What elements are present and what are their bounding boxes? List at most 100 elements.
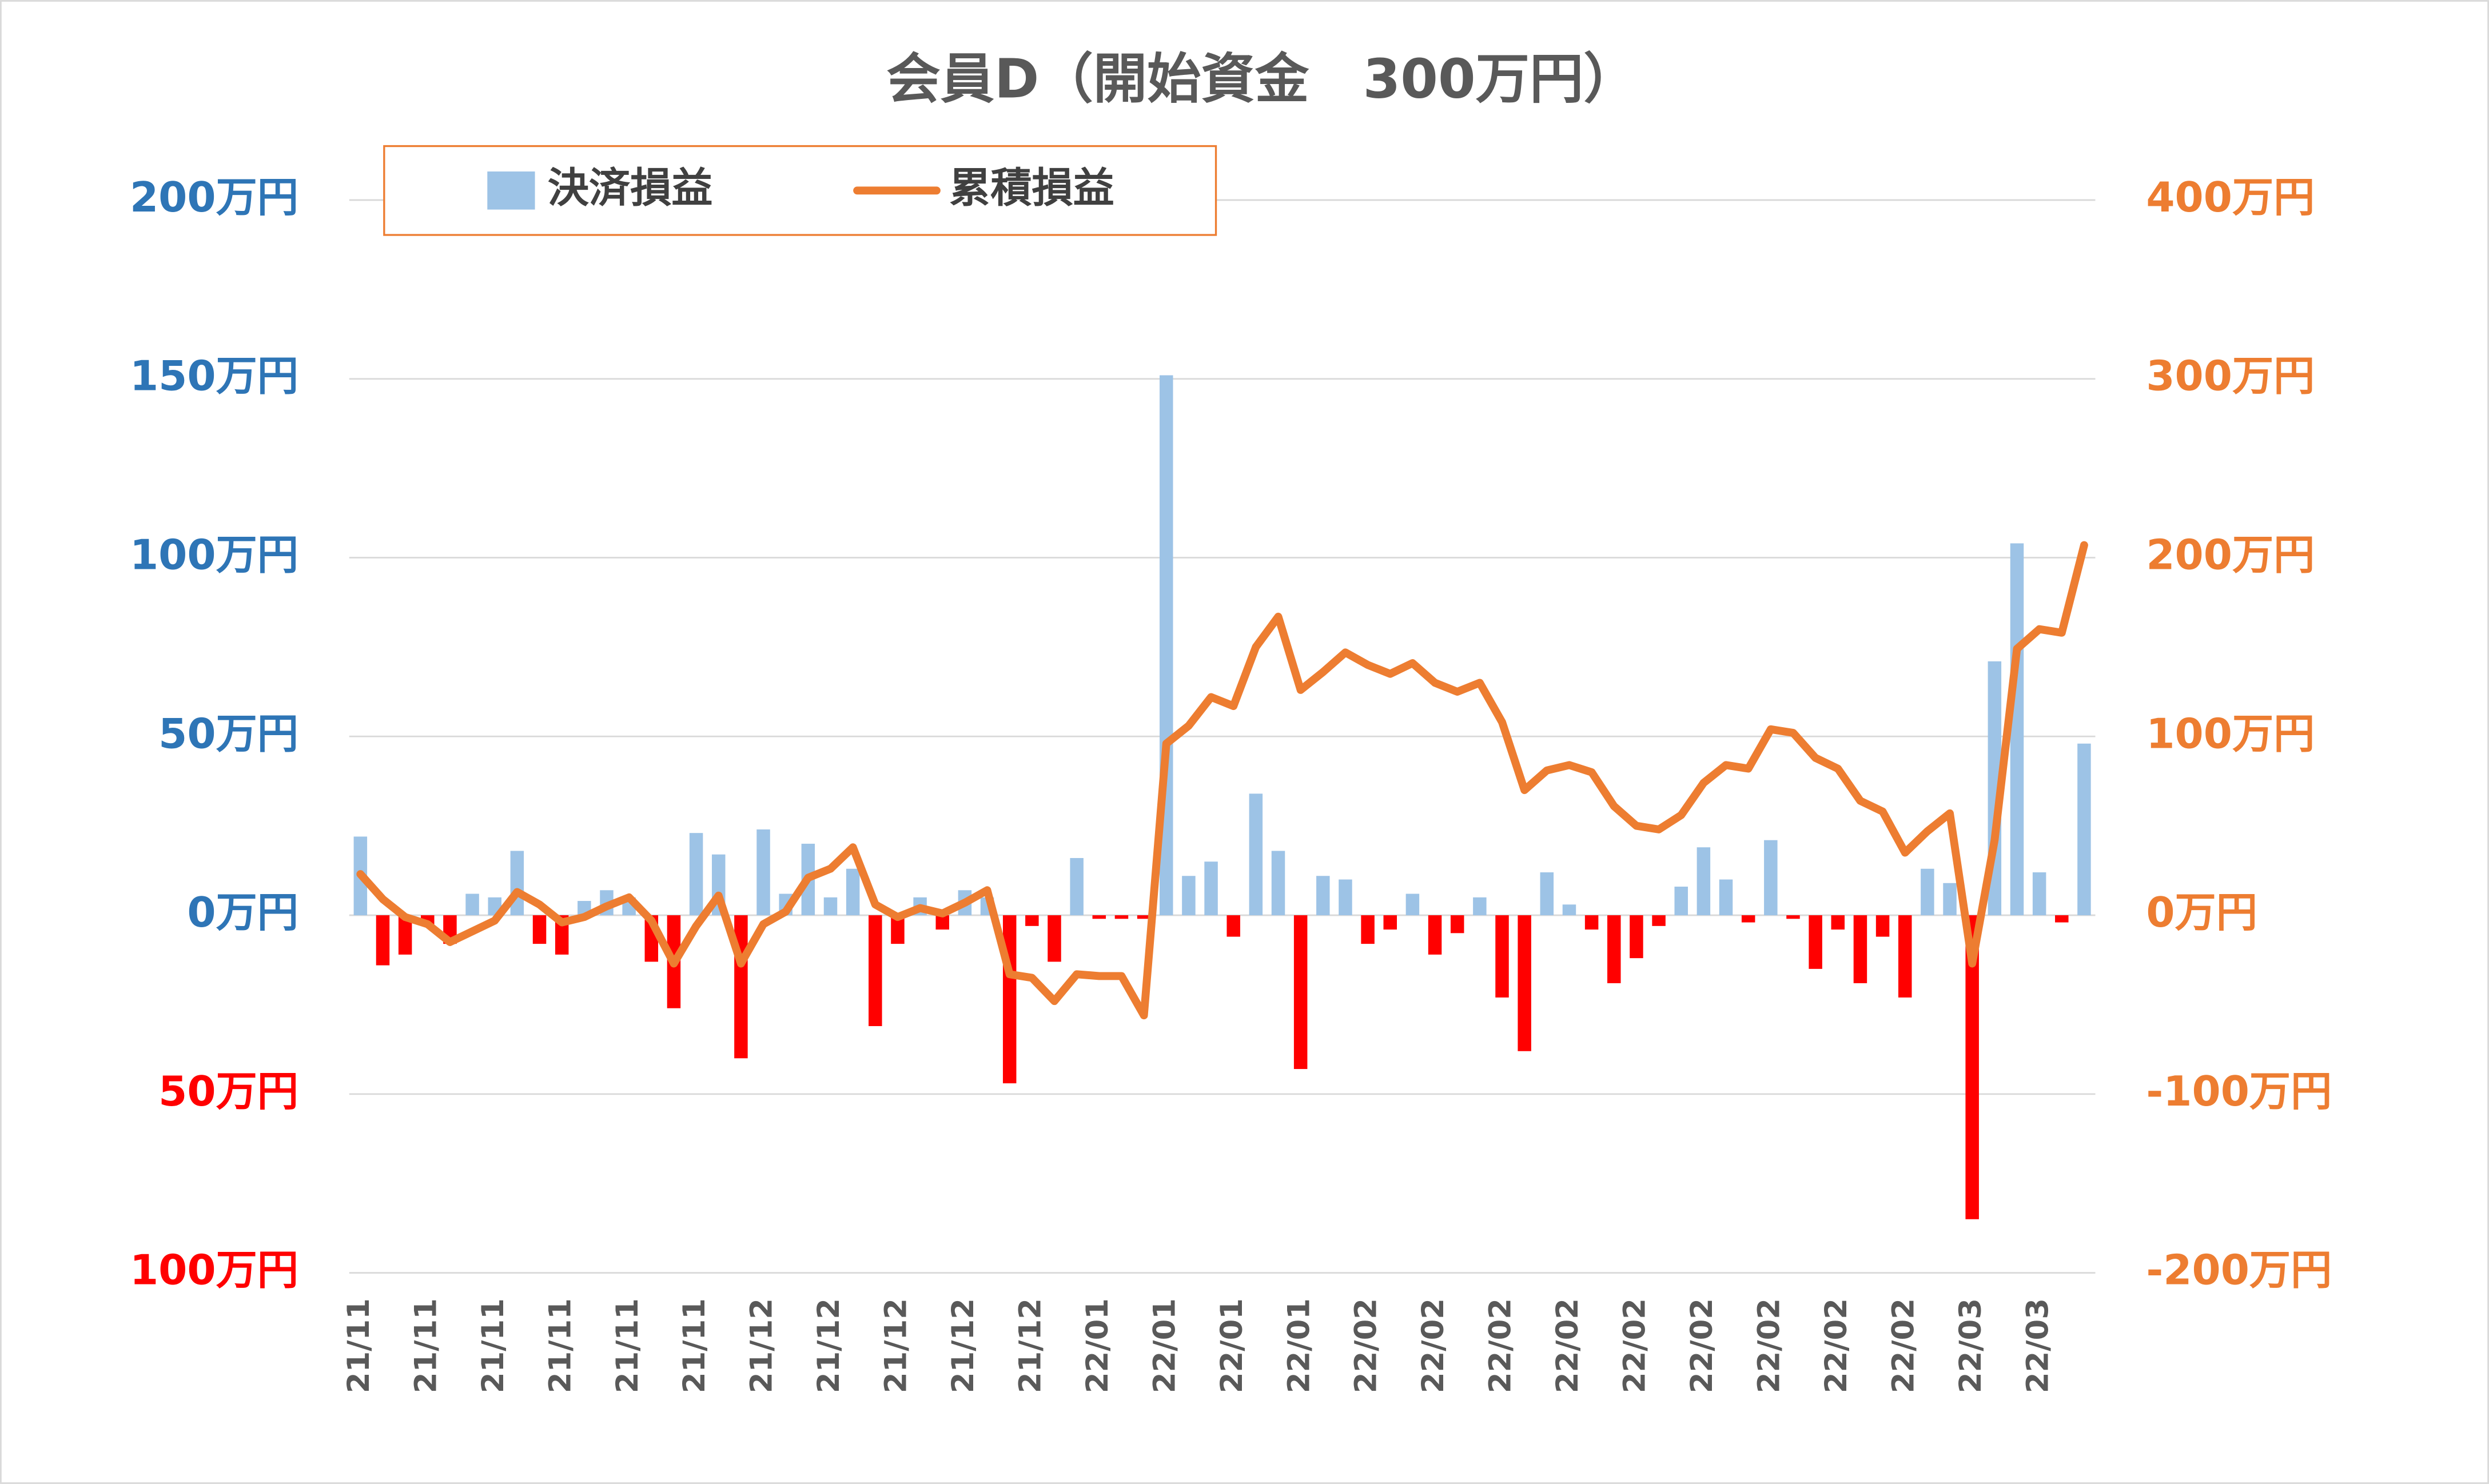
bar [1584,915,1599,930]
bar [1518,915,1531,1051]
x-tick-label: 21/12 [744,1298,779,1393]
bar [1182,876,1196,916]
bar [1361,915,1375,944]
bar [2032,872,2046,916]
y-tick-label: 0万円 [187,889,298,937]
y2-tick-label: 400万円 [2146,174,2315,222]
bar [1875,915,1890,937]
bar [1226,915,1240,937]
bar [398,915,412,955]
bar [510,851,524,916]
x-tick-label: 22/02 [1416,1298,1451,1393]
bar [1674,887,1688,916]
x-tick-label: 22/01 [1080,1298,1115,1393]
x-tick-label: 21/11 [677,1298,712,1393]
y-tick-label: 200万円 [130,174,298,222]
bar [756,829,770,916]
x-tick-label: 22/01 [1214,1298,1249,1393]
legend-label: 累積損益 [949,164,1114,212]
x-tick-label: 22/01 [1281,1298,1316,1393]
x-tick-label: 22/02 [1618,1298,1652,1393]
x-tick-label: 22/03 [1953,1298,1988,1393]
bar [1025,915,1039,926]
bar [1002,915,1017,1084]
x-tick-label: 22/02 [1819,1298,1854,1393]
x-tick-label: 21/11 [543,1298,578,1393]
bar [1809,915,1822,969]
bar [2077,743,2091,916]
bar [1764,840,1778,916]
bar [1540,872,1554,916]
bar [1271,851,1285,916]
x-tick-label: 22/02 [1550,1298,1585,1393]
bar [1652,915,1666,926]
x-tick-label: 22/02 [1751,1298,1786,1393]
bar [689,833,703,916]
bar [2055,915,2069,923]
bar [1495,915,1509,998]
bar [1137,915,1151,919]
y2-tick-label: 300万円 [2146,353,2315,401]
x-tick-label: 21/11 [476,1298,511,1393]
legend-swatch [487,171,535,210]
bar [1249,793,1263,916]
line [356,541,2088,1020]
x-tick-label: 21/12 [879,1298,914,1393]
bar [891,915,905,944]
x-tick-label: 22/02 [1349,1298,1384,1393]
bar [1630,915,1643,959]
x-tick-label: 22/02 [1483,1298,1518,1393]
x-tick-label: 22/03 [2020,1298,2055,1393]
x-tick-label: 22/02 [1886,1298,1921,1393]
bar [2010,543,2024,916]
bar [532,915,547,944]
legend-label: 決済損益 [548,164,713,212]
y2-tick-label: -100万円 [2146,1068,2332,1116]
bar [1831,915,1845,930]
bar [1405,893,1420,916]
y2-tick-label: 100万円 [2146,710,2315,758]
bar [1092,915,1106,919]
bar [1204,861,1218,916]
y-tick-label: 100万円 [130,1247,298,1295]
x-tick-label: 21/12 [1013,1298,1048,1393]
x-tick-label: 21/11 [341,1298,376,1393]
bar [1428,915,1442,955]
bar [1921,868,1934,916]
x-tick-label: 21/11 [408,1298,443,1393]
bar [846,868,860,916]
bar [1383,915,1397,930]
y2-tick-label: -200万円 [2146,1247,2332,1295]
bar [1741,915,1755,923]
bar [1898,915,1912,998]
bar [1853,915,1867,983]
y2-tick-label: 0万円 [2146,889,2257,937]
y-tick-label: 150万円 [130,353,298,401]
bar [1719,879,1733,916]
bar [1450,915,1464,934]
bar [823,897,838,916]
bar [1114,915,1129,919]
x-tick-label: 22/02 [1684,1298,1719,1393]
y-tick-label: 100万円 [130,532,298,580]
bar [1048,915,1061,962]
bar [1786,915,1800,919]
x-tick-label: 21/11 [610,1298,645,1393]
bar [1473,897,1487,916]
bar [465,893,479,916]
bar [1070,857,1084,916]
x-tick-label: 21/12 [946,1298,981,1393]
bar [1696,847,1711,916]
bar [869,915,882,1026]
bar [1965,915,1979,1219]
bar [1293,915,1308,1070]
bar [935,915,949,930]
bar [1562,904,1576,916]
bar [376,915,390,966]
chart-title: 会員D（開始資金 300万円） [886,47,1637,110]
y-tick-label: 50万円 [158,1068,298,1116]
bar [1339,879,1352,916]
bar [1943,883,1957,916]
